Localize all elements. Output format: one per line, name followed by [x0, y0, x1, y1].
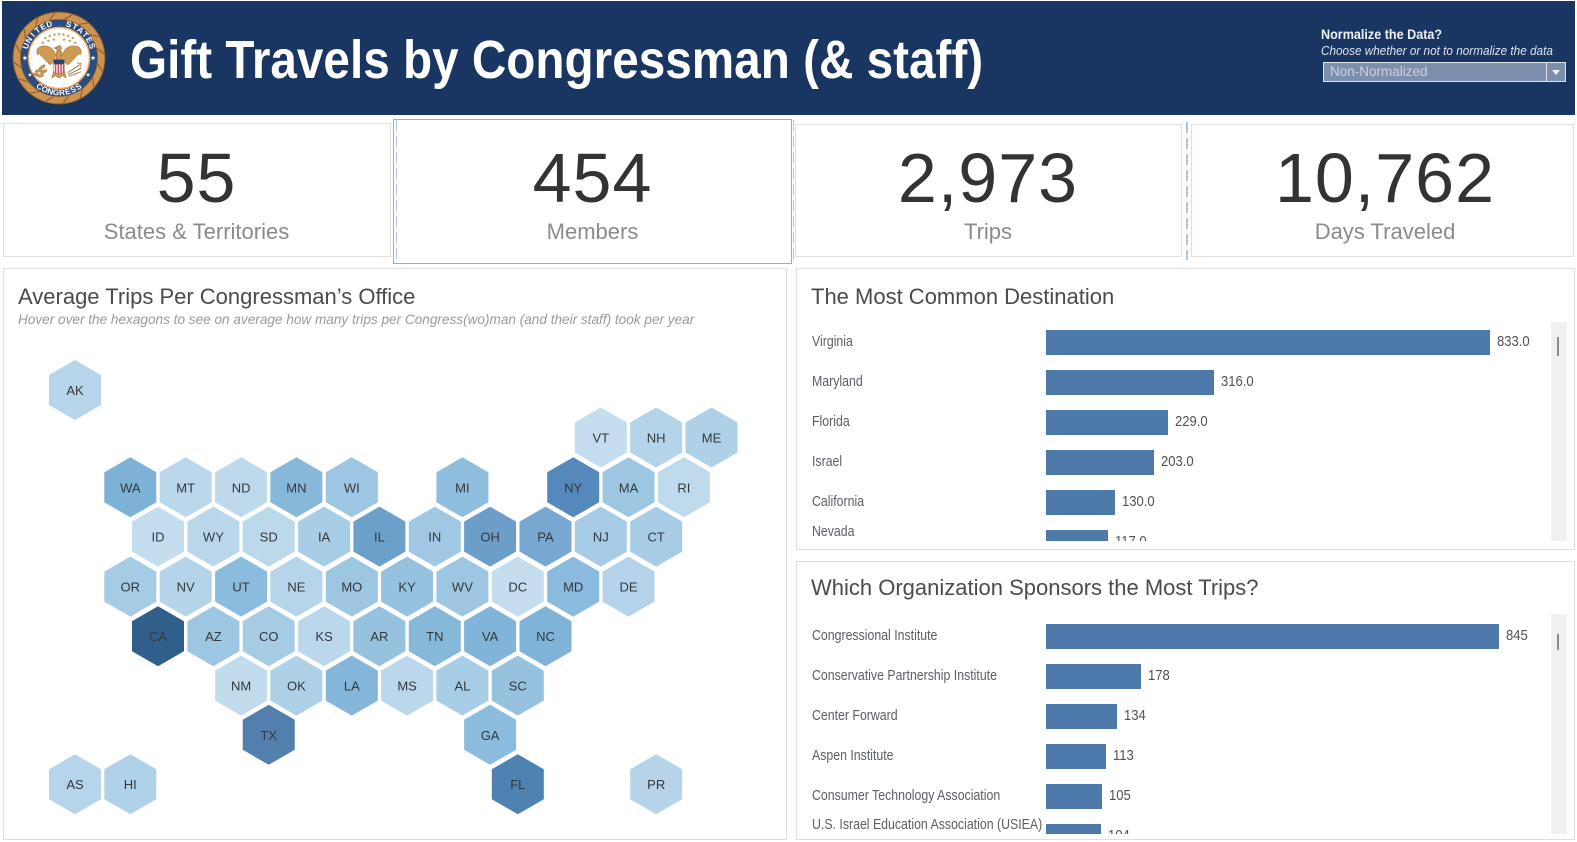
svg-text:CO: CO: [259, 629, 279, 644]
svg-text:NM: NM: [231, 679, 251, 694]
svg-text:U: U: [21, 42, 32, 51]
svg-text:ID: ID: [152, 530, 165, 545]
svg-text:NJ: NJ: [593, 530, 609, 545]
svg-text:AL: AL: [454, 679, 470, 694]
svg-text:OR: OR: [121, 580, 141, 595]
svg-text:FL: FL: [510, 777, 525, 792]
svg-text:S: S: [74, 81, 84, 92]
svg-text:NC: NC: [536, 629, 555, 644]
svg-text:WI: WI: [344, 480, 360, 495]
svg-text:TN: TN: [426, 629, 443, 644]
svg-text:DC: DC: [508, 580, 527, 595]
svg-text:NV: NV: [177, 580, 195, 595]
svg-text:UT: UT: [232, 580, 249, 595]
svg-text:ME: ME: [702, 431, 722, 446]
svg-text:KY: KY: [398, 580, 416, 595]
svg-text:O: O: [40, 84, 49, 95]
svg-text:MT: MT: [176, 480, 195, 495]
svg-text:DE: DE: [619, 580, 637, 595]
svg-text:RI: RI: [677, 480, 690, 495]
svg-text:KS: KS: [315, 629, 333, 644]
svg-text:I: I: [29, 31, 37, 39]
svg-text:E: E: [84, 35, 95, 45]
svg-text:MD: MD: [563, 580, 583, 595]
svg-text:R: R: [59, 88, 66, 97]
svg-text:LA: LA: [344, 679, 360, 694]
svg-text:AS: AS: [66, 777, 84, 792]
svg-text:SC: SC: [509, 679, 527, 694]
svg-text:NY: NY: [564, 480, 582, 495]
svg-text:S: S: [87, 42, 98, 51]
svg-text:IN: IN: [428, 530, 441, 545]
svg-text:A: A: [75, 25, 85, 36]
svg-text:WV: WV: [452, 580, 473, 595]
svg-text:CA: CA: [149, 629, 167, 644]
svg-text:TX: TX: [260, 728, 277, 743]
svg-text:VT: VT: [592, 431, 609, 446]
svg-text:T: T: [80, 30, 90, 40]
svg-text:NE: NE: [287, 580, 305, 595]
svg-text:IA: IA: [318, 530, 331, 545]
svg-text:MI: MI: [455, 480, 469, 495]
svg-text:WY: WY: [203, 530, 224, 545]
svg-text:MO: MO: [341, 580, 362, 595]
svg-text:NH: NH: [647, 431, 666, 446]
svg-text:OH: OH: [480, 530, 500, 545]
svg-text:PR: PR: [647, 777, 665, 792]
svg-text:MA: MA: [619, 480, 639, 495]
svg-text:WA: WA: [120, 480, 141, 495]
svg-text:C: C: [35, 81, 45, 92]
svg-text:IL: IL: [374, 530, 385, 545]
svg-text:AR: AR: [370, 629, 388, 644]
svg-text:MN: MN: [286, 480, 306, 495]
svg-text:E: E: [39, 21, 48, 32]
svg-text:T: T: [71, 22, 80, 32]
svg-text:MS: MS: [397, 679, 417, 694]
svg-text:AK: AK: [66, 383, 84, 398]
svg-text:VA: VA: [482, 629, 499, 644]
svg-text:D: D: [45, 19, 53, 29]
svg-text:AZ: AZ: [205, 629, 222, 644]
svg-text:E: E: [64, 87, 72, 97]
svg-text:OK: OK: [287, 679, 306, 694]
svg-text:PA: PA: [537, 530, 554, 545]
svg-text:GA: GA: [481, 728, 500, 743]
svg-text:ND: ND: [232, 480, 251, 495]
svg-text:N: N: [46, 87, 54, 97]
svg-text:S: S: [69, 84, 78, 95]
svg-text:SD: SD: [260, 530, 278, 545]
svg-text:G: G: [52, 88, 59, 98]
svg-text:S: S: [65, 19, 73, 29]
svg-text:T: T: [33, 25, 42, 35]
svg-text:N: N: [24, 35, 35, 45]
svg-text:HI: HI: [124, 777, 137, 792]
svg-text:CT: CT: [648, 530, 665, 545]
